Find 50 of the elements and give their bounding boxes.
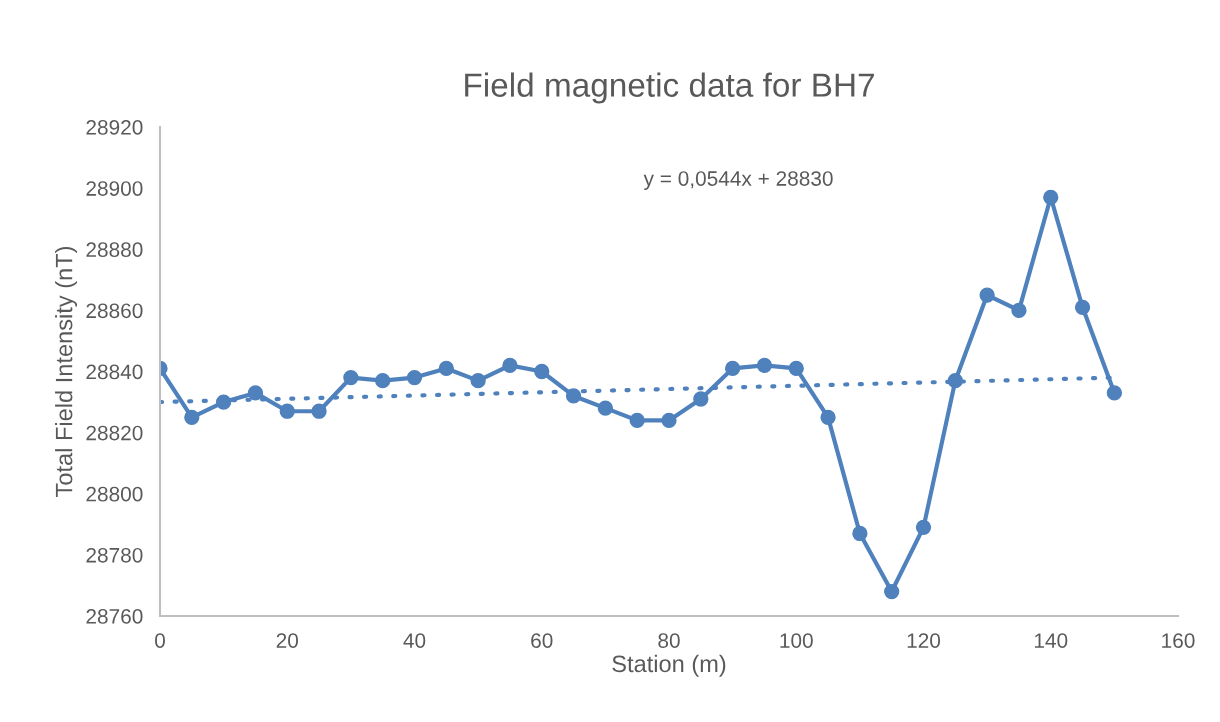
- x-tick-label: 0: [155, 633, 165, 648]
- point: [534, 363, 550, 380]
- y-tick-label: 28920: [86, 120, 143, 135]
- point: [247, 385, 264, 401]
- point: [1043, 189, 1059, 205]
- y-tick-label: 28880: [86, 242, 143, 257]
- point: [184, 409, 200, 425]
- x-tick-label: 40: [403, 633, 426, 648]
- x-tick-label: 160: [1162, 633, 1195, 648]
- annotation: y = 0,0544x + 28830: [643, 171, 833, 190]
- x-tick-label: 140: [1034, 633, 1068, 648]
- y-tick-label: 28780: [86, 547, 143, 563]
- point: [820, 409, 836, 425]
- point: [470, 373, 486, 389]
- point: [724, 360, 741, 377]
- point: [438, 360, 454, 377]
- point: [311, 403, 327, 419]
- x-tick-label: 20: [276, 633, 299, 648]
- y-tick-label: 28900: [86, 181, 143, 196]
- point: [406, 369, 423, 386]
- point: [661, 412, 677, 429]
- y-tick-label: 28840: [86, 364, 143, 380]
- y-tick-label: 28800: [86, 486, 143, 502]
- point: [915, 519, 932, 536]
- chart-title: Field magnetic data for BH7: [465, 72, 874, 104]
- point: [852, 525, 868, 542]
- point: [788, 360, 804, 377]
- point: [565, 388, 582, 404]
- x-tick-label: 120: [907, 633, 941, 648]
- point: [884, 583, 900, 600]
- point: [629, 412, 645, 429]
- x-tick-label: 100: [780, 633, 813, 648]
- point: [693, 391, 709, 407]
- point: [597, 400, 614, 416]
- point: [1106, 385, 1123, 401]
- y-tick-label: 28760: [86, 609, 143, 624]
- point: [1011, 302, 1027, 319]
- point: [1074, 299, 1091, 315]
- point: [502, 357, 518, 374]
- point: [343, 369, 359, 386]
- x-tick-label: 80: [658, 633, 680, 648]
- y-tick-label: 28860: [86, 303, 143, 319]
- point: [375, 373, 391, 389]
- y-axis-title: Total Field Intensity (nT): [55, 246, 78, 497]
- y-tick-label: 28820: [86, 425, 143, 441]
- x-tick-label: 60: [531, 633, 553, 648]
- point: [279, 403, 295, 419]
- point: [979, 287, 995, 303]
- point: [756, 357, 773, 374]
- x-axis-title: Station (m): [612, 654, 726, 677]
